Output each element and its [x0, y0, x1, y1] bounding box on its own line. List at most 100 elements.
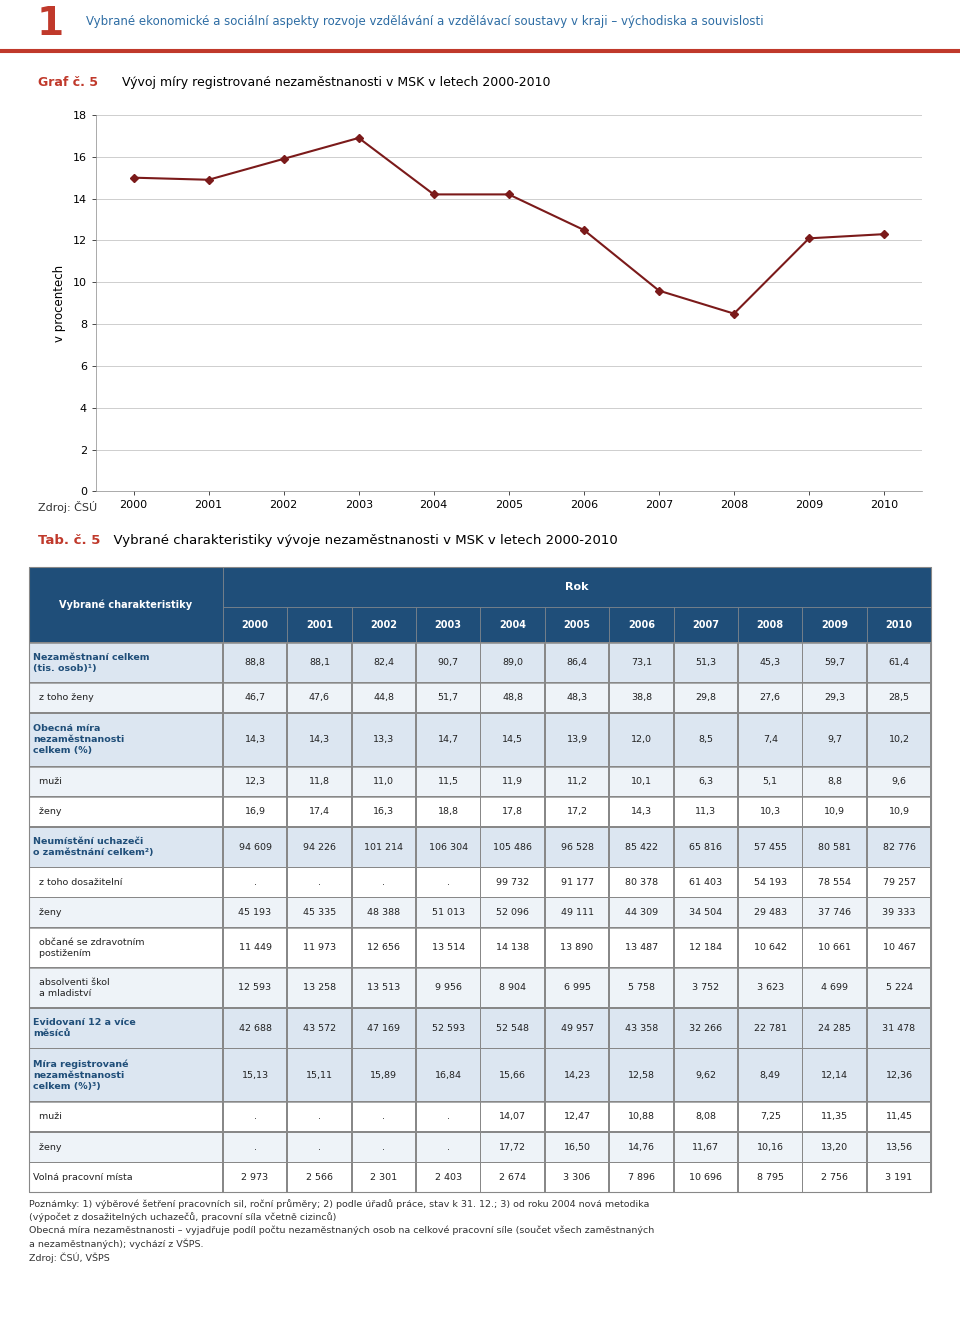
Text: 17,72: 17,72 [499, 1143, 526, 1152]
Bar [415, 683, 417, 713]
Bar [802, 927, 804, 968]
Text: 28,5: 28,5 [889, 694, 909, 703]
Bar [609, 867, 611, 897]
Bar [673, 1008, 675, 1049]
Text: 11,3: 11,3 [695, 807, 716, 816]
Text: 88,1: 88,1 [309, 658, 330, 667]
Bar [737, 927, 739, 968]
Bar [737, 683, 739, 713]
Bar [222, 867, 224, 897]
Bar [544, 642, 545, 683]
Text: 14 138: 14 138 [496, 943, 529, 952]
Bar [286, 927, 288, 968]
Text: 80 581: 80 581 [818, 843, 852, 852]
Bar [930, 1102, 932, 1132]
Text: 13,56: 13,56 [885, 1143, 913, 1152]
Text: 52 593: 52 593 [432, 1024, 465, 1033]
Bar [866, 968, 868, 1008]
Text: 29,3: 29,3 [824, 694, 845, 703]
Text: 5 758: 5 758 [628, 983, 655, 992]
Bar [737, 827, 739, 867]
Text: 3 191: 3 191 [885, 1173, 913, 1182]
Text: 10,9: 10,9 [889, 807, 909, 816]
Text: 14,3: 14,3 [245, 736, 266, 744]
Text: 88,8: 88,8 [245, 658, 266, 667]
Bar [673, 797, 675, 827]
Text: 29,8: 29,8 [695, 694, 716, 703]
Bar [802, 766, 804, 797]
Bar [351, 608, 416, 642]
Bar [545, 608, 610, 642]
Text: 7,4: 7,4 [762, 736, 778, 744]
Text: 10,88: 10,88 [628, 1112, 655, 1122]
Bar [415, 867, 417, 897]
Bar [930, 713, 932, 766]
Bar [222, 897, 224, 927]
Text: 17,8: 17,8 [502, 807, 523, 816]
Text: 54 193: 54 193 [754, 877, 787, 886]
Text: 12,14: 12,14 [821, 1070, 848, 1079]
Text: 39 333: 39 333 [882, 908, 916, 917]
Text: 49 111: 49 111 [561, 908, 593, 917]
Bar [222, 797, 224, 827]
Text: 8,5: 8,5 [698, 736, 713, 744]
Bar [29, 1008, 931, 1049]
Bar [479, 766, 481, 797]
Text: 5,1: 5,1 [762, 777, 778, 786]
Bar [29, 867, 931, 897]
Bar [222, 683, 224, 713]
Text: 10,16: 10,16 [756, 1143, 783, 1152]
Bar [866, 713, 868, 766]
Bar [866, 1102, 868, 1132]
Bar [544, 797, 545, 827]
Bar [609, 797, 611, 827]
Text: Zdroj: ČSÚ: Zdroj: ČSÚ [38, 501, 98, 514]
Text: 51 013: 51 013 [432, 908, 465, 917]
Bar [866, 1132, 868, 1162]
Bar [479, 897, 481, 927]
Bar [479, 1008, 481, 1049]
Bar [415, 797, 417, 827]
Bar [930, 1008, 932, 1049]
Bar [29, 927, 931, 968]
Text: 80 378: 80 378 [625, 877, 658, 886]
Text: 11,9: 11,9 [502, 777, 523, 786]
Y-axis label: v procentech: v procentech [53, 264, 66, 342]
Bar [350, 867, 352, 897]
Text: .: . [253, 877, 256, 886]
Bar [737, 1132, 739, 1162]
Bar [930, 867, 932, 897]
Bar [479, 867, 481, 897]
Bar [222, 827, 224, 867]
Bar [544, 927, 545, 968]
Text: 13 514: 13 514 [432, 943, 465, 952]
Text: 52 096: 52 096 [496, 908, 529, 917]
Text: .: . [382, 877, 385, 886]
Text: 57 455: 57 455 [754, 843, 786, 852]
Text: 45,3: 45,3 [759, 658, 780, 667]
Text: muži: muži [34, 1112, 62, 1122]
Text: ženy: ženy [34, 908, 61, 917]
Text: 11,45: 11,45 [885, 1112, 913, 1122]
Text: Vybrané ekonomické a sociální aspekty rozvoje vzdělávání a vzdělávací soustavy v: Vybrané ekonomické a sociální aspekty ro… [86, 15, 764, 28]
Bar [222, 1132, 224, 1162]
Text: Volná pracovní místa: Volná pracovní místa [34, 1173, 132, 1182]
Text: 82 776: 82 776 [882, 843, 916, 852]
Text: 16,9: 16,9 [245, 807, 266, 816]
Bar [737, 968, 739, 1008]
Bar [479, 797, 481, 827]
Bar [930, 766, 932, 797]
Bar [866, 1049, 868, 1102]
Text: 11 973: 11 973 [302, 943, 336, 952]
Text: 11,67: 11,67 [692, 1143, 719, 1152]
Bar [29, 567, 223, 642]
Bar [222, 827, 224, 867]
Bar [286, 867, 288, 897]
Text: 2006: 2006 [628, 620, 655, 630]
Bar [544, 1162, 545, 1193]
Bar [544, 867, 545, 897]
Bar [802, 1102, 804, 1132]
Text: 10 661: 10 661 [818, 943, 852, 952]
Text: 9,6: 9,6 [892, 777, 906, 786]
Bar [737, 1008, 739, 1049]
